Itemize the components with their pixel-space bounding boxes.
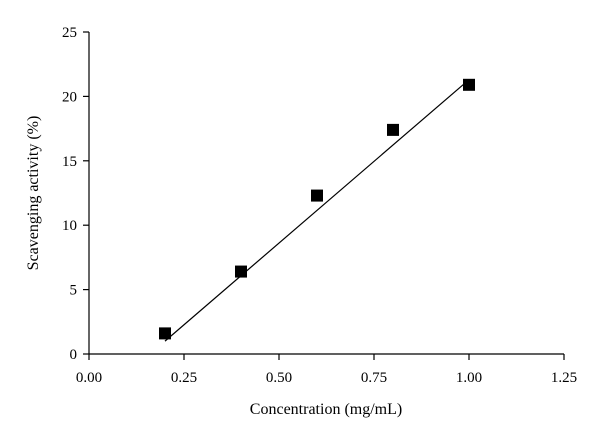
- y-tick-label: 0: [70, 347, 78, 363]
- y-tick-label: 10: [62, 218, 77, 234]
- data-point: [463, 78, 475, 91]
- data-point: [387, 123, 399, 136]
- x-axis-label: Concentration (mg/mL): [250, 401, 402, 418]
- y-tick-label: 15: [62, 154, 77, 170]
- x-tick-label: 1.25: [551, 370, 577, 386]
- data-point: [235, 265, 247, 278]
- plot-area: 0.00 0.25 0.50 0.75 1.00 1.25 0 5 10 15 20 25: [62, 25, 577, 386]
- data-point: [311, 189, 323, 202]
- trend-line: [164, 79, 470, 342]
- x-tick-label: 0.00: [76, 370, 102, 386]
- x-tick-label: 0.25: [171, 370, 197, 386]
- y-axis-label: Scavenging activity (%): [25, 116, 42, 271]
- x-tick-label: 0.75: [361, 370, 387, 386]
- data-point: [159, 327, 171, 340]
- y-tick-label: 5: [70, 283, 78, 299]
- y-tick-label: 25: [62, 25, 77, 41]
- y-tick-label: 20: [62, 89, 77, 105]
- x-tick-label: 0.50: [266, 370, 292, 386]
- x-tick-label: 1.00: [456, 370, 482, 386]
